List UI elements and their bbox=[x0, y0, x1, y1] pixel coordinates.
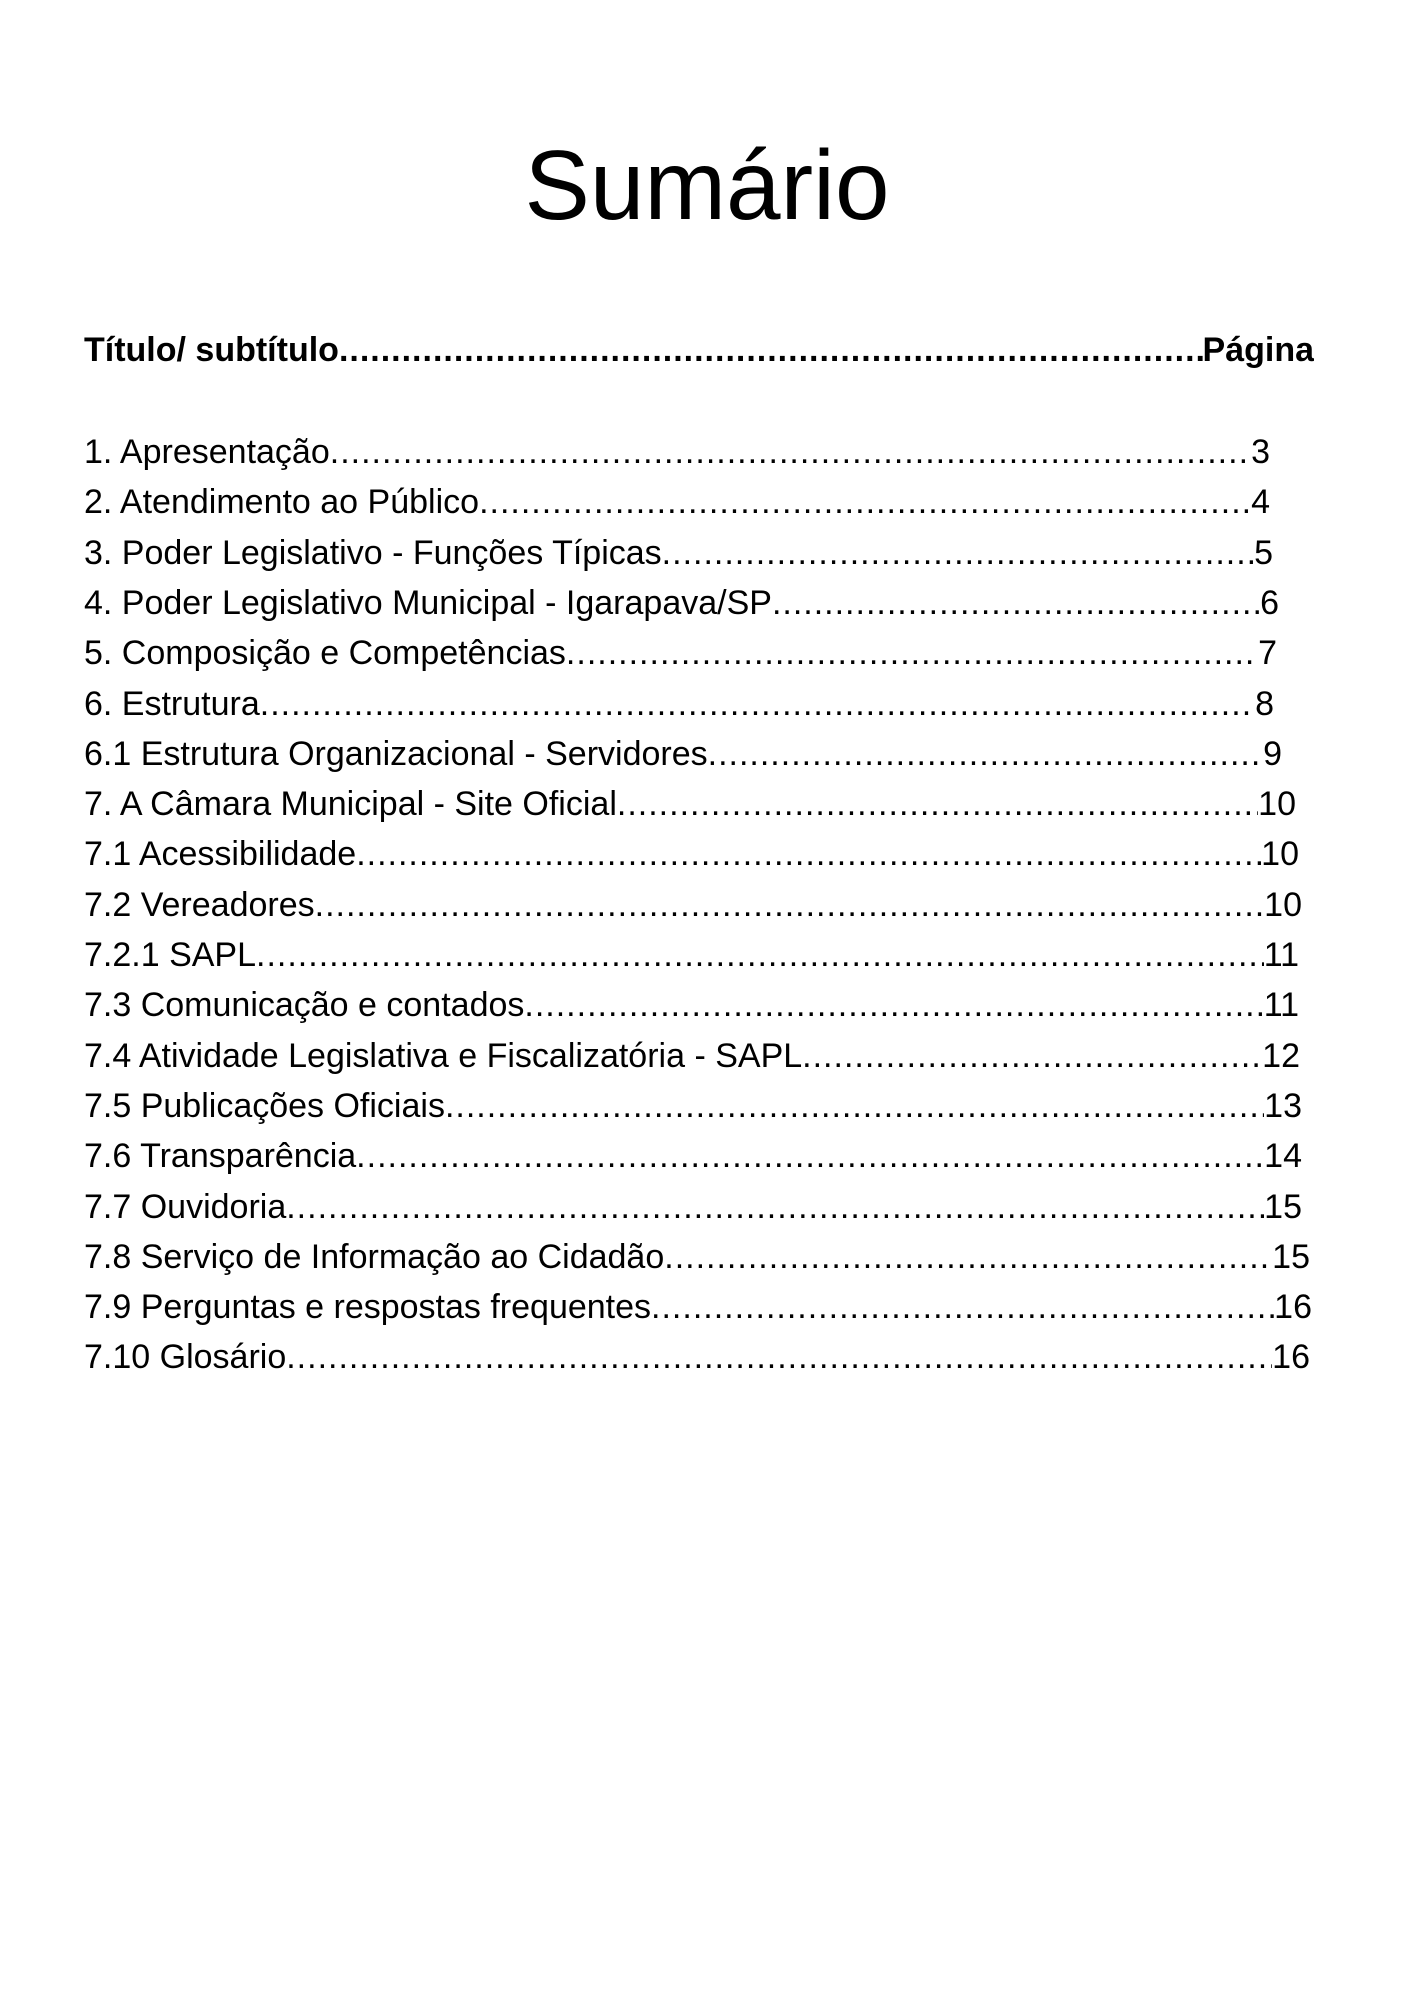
toc-header-title-label: Título/ subtítulo bbox=[84, 331, 339, 369]
toc-header-page-label: Página bbox=[1202, 331, 1314, 369]
toc-entry-label: 6.1 Estrutura Organizacional - Servidore… bbox=[84, 734, 708, 773]
toc-entry-label: 7.9 Perguntas e respostas frequentes bbox=[84, 1288, 652, 1327]
dot-leader bbox=[339, 328, 1203, 372]
dot-leader bbox=[662, 531, 1254, 575]
dot-leader bbox=[664, 1235, 1272, 1279]
toc-entry-label: 7.6 Transparência bbox=[84, 1137, 357, 1176]
toc-entry-page: 6 bbox=[1260, 583, 1279, 622]
toc-entry[interactable]: 5. Composição e Competências 7 bbox=[84, 631, 1277, 675]
toc-entry[interactable]: 7.9 Perguntas e respostas frequentes 16 bbox=[84, 1285, 1312, 1329]
toc-entry[interactable]: 7.6 Transparência 14 bbox=[84, 1134, 1302, 1178]
dot-leader bbox=[356, 832, 1261, 876]
toc-entry-page: 15 bbox=[1272, 1237, 1310, 1276]
toc-entry-page: 7 bbox=[1258, 634, 1277, 673]
dot-leader bbox=[802, 1034, 1262, 1078]
toc-entry-page: 4 bbox=[1251, 483, 1270, 522]
toc-entry[interactable]: 7.8 Serviço de Informação ao Cidadão 15 bbox=[84, 1235, 1310, 1279]
dot-leader bbox=[286, 1335, 1272, 1379]
dot-leader bbox=[356, 1134, 1264, 1178]
toc-entry-page: 11 bbox=[1263, 986, 1299, 1025]
dot-leader bbox=[445, 1084, 1264, 1128]
toc-entry-page: 3 bbox=[1251, 433, 1270, 471]
toc-entry[interactable]: 7. A Câmara Municipal - Site Oficial 10 bbox=[84, 782, 1296, 826]
toc-entry[interactable]: 7.5 Publicações Oficiais 13 bbox=[84, 1084, 1302, 1128]
toc-entry-label: 3. Poder Legislativo - Funções Típicas bbox=[84, 533, 662, 572]
dot-leader bbox=[772, 581, 1260, 625]
toc-entry[interactable]: 4. Poder Legislativo Municipal - Igarapa… bbox=[84, 581, 1279, 625]
toc-entry[interactable]: 7.1 Acessibilidade 10 bbox=[84, 832, 1299, 876]
toc-entry-page: 15 bbox=[1264, 1187, 1302, 1226]
toc-entry-label: 1. Apresentação bbox=[84, 433, 330, 471]
dot-leader bbox=[256, 933, 1264, 977]
toc-entry-label: 7. A Câmara Municipal - Site Oficial bbox=[84, 785, 617, 824]
toc-entry-page: 5 bbox=[1254, 533, 1273, 572]
toc-entry[interactable]: 3. Poder Legislativo - Funções Típicas 5 bbox=[84, 531, 1273, 575]
page-title: Sumário bbox=[524, 130, 890, 240]
dot-leader bbox=[617, 782, 1258, 826]
toc-entry-page: 10 bbox=[1264, 885, 1302, 924]
toc-entry-label: 7.4 Atividade Legislativa e Fiscalizatór… bbox=[84, 1036, 803, 1075]
dot-leader bbox=[566, 631, 1258, 675]
toc-entry-page: 9 bbox=[1263, 734, 1282, 773]
toc-entry[interactable]: 6. Estrutura 8 bbox=[84, 682, 1274, 726]
toc-entry-page: 16 bbox=[1274, 1288, 1312, 1327]
toc-entry-page: 16 bbox=[1272, 1338, 1310, 1377]
toc-entry[interactable]: 1. Apresentação 3 bbox=[84, 430, 1270, 474]
toc-entry-page: 14 bbox=[1264, 1137, 1302, 1176]
toc-entry-page: 12 bbox=[1262, 1036, 1300, 1075]
toc-entry-label: 7.10 Glosário bbox=[84, 1338, 287, 1377]
toc-entry-page: 13 bbox=[1264, 1086, 1302, 1125]
toc-entry-page: 10 bbox=[1258, 785, 1296, 824]
toc-entry-page: 10 bbox=[1261, 835, 1299, 874]
dot-leader bbox=[524, 983, 1263, 1027]
toc-entry-label: 5. Composição e Competências bbox=[84, 634, 566, 673]
dot-leader bbox=[708, 732, 1263, 776]
toc-entry[interactable]: 7.7 Ouvidoria 15 bbox=[84, 1185, 1302, 1229]
toc-entry[interactable]: 7.3 Comunicação e contados 11 bbox=[84, 983, 1299, 1027]
toc-entry[interactable]: 7.2.1 SAPL 11 bbox=[84, 933, 1299, 977]
dot-leader bbox=[651, 1285, 1274, 1329]
toc-entry[interactable]: 7.4 Atividade Legislativa e Fiscalizatór… bbox=[84, 1034, 1300, 1078]
toc-entry-label: 7.2.1 SAPL bbox=[84, 936, 257, 974]
toc-entry-label: 7.5 Publicações Oficiais bbox=[84, 1086, 445, 1125]
dot-leader bbox=[260, 682, 1255, 726]
dot-leader bbox=[330, 430, 1251, 474]
toc-entry-page: 11 bbox=[1263, 936, 1299, 974]
dot-leader bbox=[479, 480, 1251, 524]
toc-entry-label: 6. Estrutura bbox=[84, 684, 260, 723]
toc-entry[interactable]: 7.10 Glosário 16 bbox=[84, 1335, 1310, 1379]
toc-entry[interactable]: 6.1 Estrutura Organizacional - Servidore… bbox=[84, 732, 1282, 776]
dot-leader bbox=[286, 1185, 1264, 1229]
toc-entry[interactable]: 2. Atendimento ao Público 4 bbox=[84, 480, 1270, 524]
toc-header: Título/ subtítulo Página bbox=[84, 328, 1314, 372]
toc-entry-label: 7.7 Ouvidoria bbox=[84, 1187, 287, 1226]
toc-entry-label: 7.1 Acessibilidade bbox=[84, 835, 357, 874]
toc-entry-label: 2. Atendimento ao Público bbox=[84, 483, 480, 522]
toc-entry-label: 7.2 Vereadores bbox=[84, 885, 315, 924]
dot-leader bbox=[315, 883, 1265, 927]
toc-entry-label: 7.8 Serviço de Informação ao Cidadão bbox=[84, 1237, 665, 1276]
toc-entry-label: 4. Poder Legislativo Municipal - Igarapa… bbox=[84, 583, 772, 622]
toc-entry[interactable]: 7.2 Vereadores 10 bbox=[84, 883, 1302, 927]
toc-entry-label: 7.3 Comunicação e contados bbox=[84, 986, 525, 1025]
toc-entry-page: 8 bbox=[1255, 684, 1274, 723]
